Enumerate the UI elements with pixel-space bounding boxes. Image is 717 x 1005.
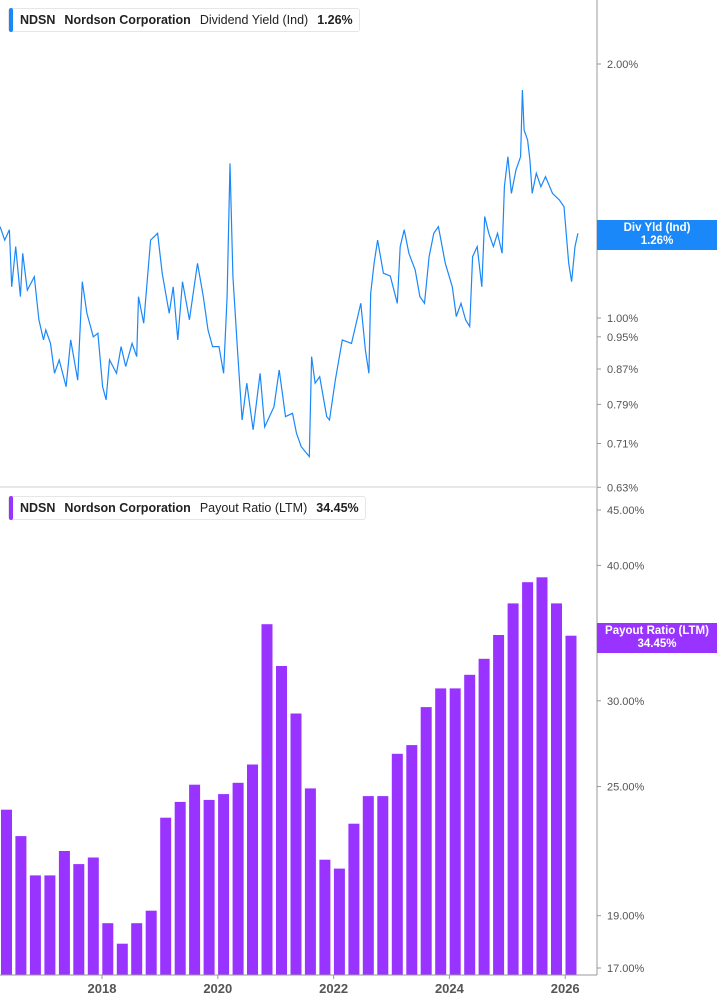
current-yield-tag: Div Yld (Ind) 1.26% <box>597 220 717 250</box>
series-color-marker <box>9 8 13 32</box>
y-tick-label: 19.00% <box>607 911 645 923</box>
x-tick-label: 2018 <box>88 981 117 996</box>
y-tick-label: 45.00% <box>607 505 645 517</box>
payout-bar <box>522 582 534 975</box>
x-tick-label: 2020 <box>203 981 232 996</box>
payout-bar <box>1 809 12 975</box>
payout-bar <box>160 817 172 975</box>
payout-bar <box>203 799 215 975</box>
payout-bar <box>276 666 287 975</box>
payout-bar <box>247 764 258 975</box>
y-tick-label: 2.00% <box>607 59 638 71</box>
y-tick-label: 0.63% <box>607 482 638 494</box>
payout-bar <box>218 794 230 975</box>
payout-bar <box>406 745 418 975</box>
y-tick-label: 30.00% <box>607 696 645 708</box>
dividend-yield-line <box>0 89 579 459</box>
payout-bar <box>116 943 128 975</box>
payout-bar <box>232 782 244 975</box>
legend-metric: Dividend Yield (Ind) <box>199 13 309 27</box>
payout-bar <box>565 635 577 975</box>
legend-ticker: NDSN <box>20 501 56 515</box>
payout-bar <box>478 658 490 975</box>
dividend-yield-panel: 2.00% 1.00% 0.95% 0.87% 0.79% 0.71% 0.63% <box>0 59 638 494</box>
payout-bar <box>348 823 360 975</box>
current-payout-tag: Payout Ratio (LTM) 34.45% <box>597 623 717 653</box>
legend-ticker: NDSN <box>20 13 56 27</box>
payout-bar <box>73 864 85 975</box>
payout-bar <box>507 603 519 975</box>
payout-bar <box>464 674 476 975</box>
payout-bar <box>58 851 70 975</box>
series-color-marker <box>9 496 13 520</box>
x-tick-label: 2022 <box>319 981 348 996</box>
y-tick-label: 0.95% <box>607 332 638 344</box>
payout-bar <box>304 788 316 975</box>
legend-metric: Payout Ratio (LTM) <box>199 501 308 515</box>
payout-bar <box>29 875 41 975</box>
payout-ratio-panel: 45.00% 40.00% 30.00% 25.00% 19.00% 17.00% 2018… <box>1 505 645 996</box>
payout-bar <box>15 836 27 975</box>
y-tick-label: 40.00% <box>607 560 645 572</box>
bottom-legend: NDSN Nordson Corporation Payout Ratio (L… <box>8 496 366 520</box>
payout-bar <box>290 713 302 975</box>
y-tick-label: 0.79% <box>607 399 638 411</box>
payout-bar <box>319 859 331 975</box>
legend-company: Nordson Corporation <box>64 13 191 27</box>
y-tick-label: 0.87% <box>607 364 638 376</box>
legend-value: 1.26% <box>317 13 353 27</box>
tag-value: 34.45% <box>637 638 677 650</box>
payout-bar <box>261 624 273 975</box>
legend-company: Nordson Corporation <box>64 501 191 515</box>
payout-bar <box>493 635 505 975</box>
y-tick-label: 17.00% <box>607 963 645 975</box>
payout-bar <box>189 784 201 975</box>
payout-bar <box>131 923 143 975</box>
payout-bar <box>174 801 186 975</box>
y-tick-label: 0.71% <box>607 439 638 451</box>
tag-value: 1.26% <box>640 235 674 247</box>
payout-bar <box>391 753 403 975</box>
x-tick-label: 2024 <box>435 981 465 996</box>
payout-bar <box>102 923 114 975</box>
payout-bar <box>87 857 99 975</box>
y-tick-label: 25.00% <box>607 782 645 794</box>
payout-bar <box>377 796 389 975</box>
payout-bar <box>551 603 562 975</box>
payout-bar <box>362 796 374 975</box>
tag-label: Payout Ratio (LTM) <box>605 625 709 637</box>
payout-bar <box>145 910 157 975</box>
legend-value: 34.45% <box>316 501 359 515</box>
payout-bar <box>536 577 548 975</box>
payout-bar <box>435 688 447 975</box>
payout-bar <box>333 868 345 975</box>
tag-label: Div Yld (Ind) <box>623 222 691 234</box>
x-tick-label: 2026 <box>551 981 580 996</box>
y-tick-label: 1.00% <box>607 313 638 325</box>
top-legend: NDSN Nordson Corporation Dividend Yield … <box>8 8 360 32</box>
payout-bar <box>449 688 461 975</box>
payout-bar <box>420 707 432 975</box>
payout-bar <box>44 875 56 975</box>
